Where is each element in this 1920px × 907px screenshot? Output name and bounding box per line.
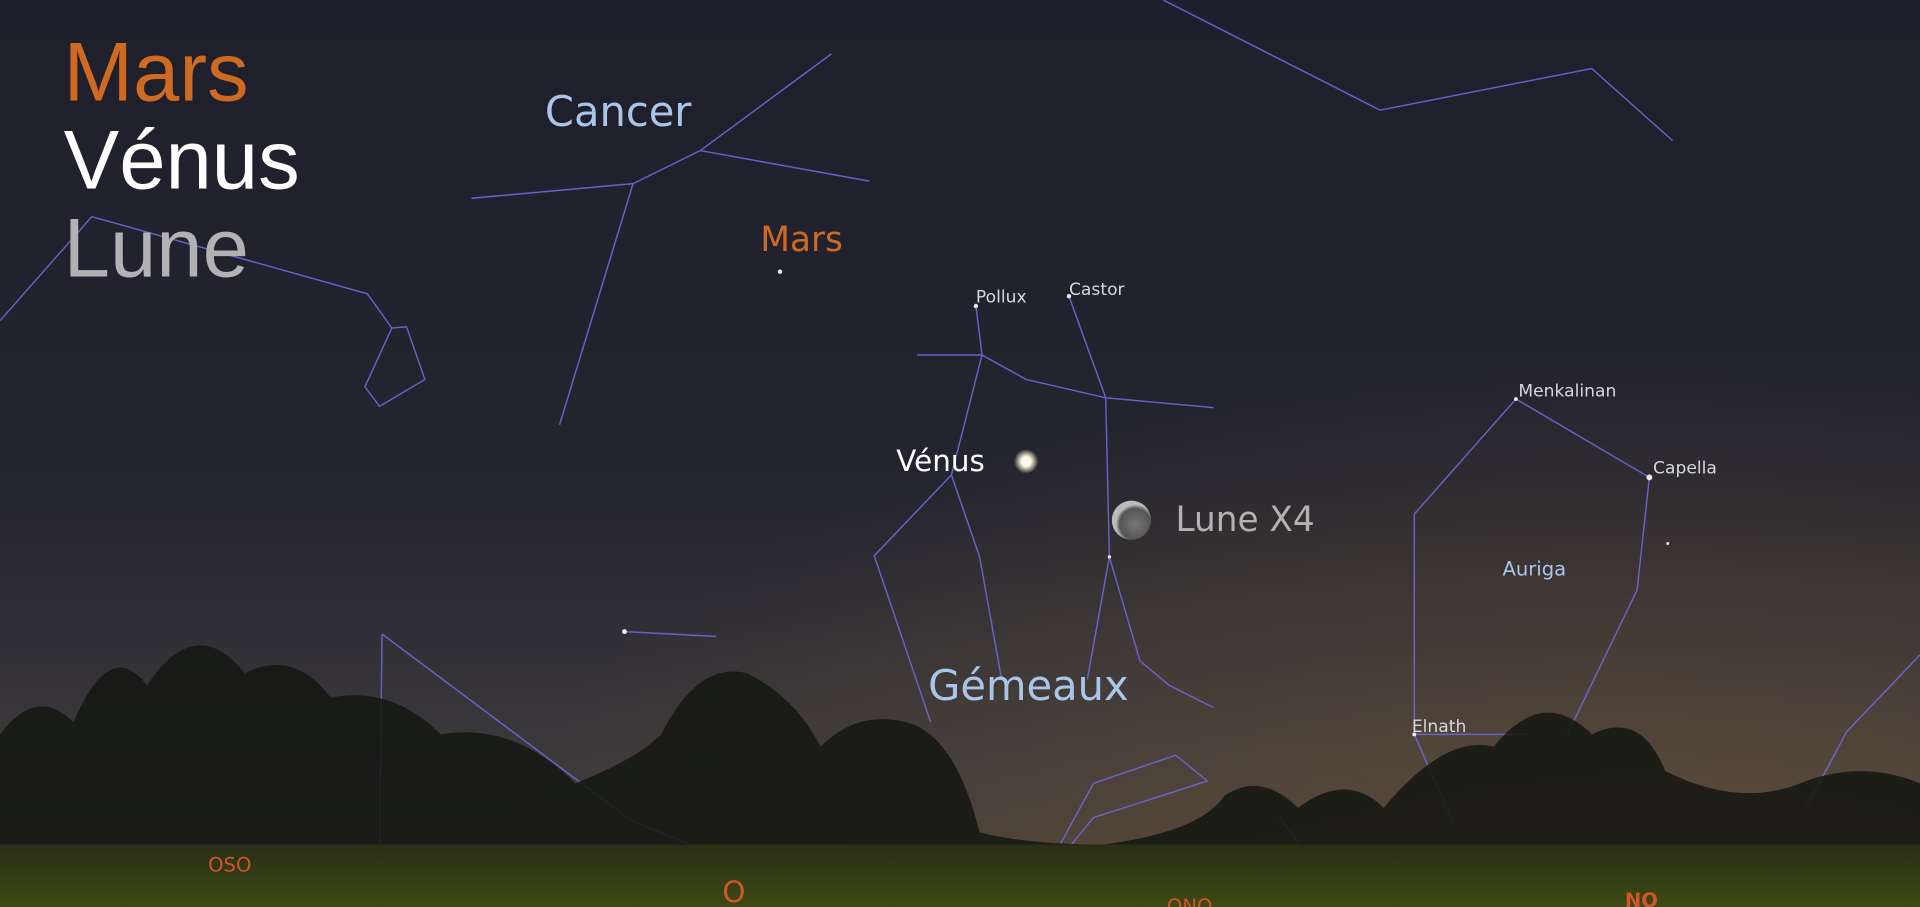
compass-label: ONO — [1167, 895, 1212, 907]
compass-label: O — [722, 875, 745, 907]
star-label: Elnath — [1412, 717, 1467, 737]
star-label: Menkalinan — [1518, 382, 1616, 402]
mars-dot — [778, 270, 782, 274]
star-label: Capella — [1653, 459, 1717, 479]
planet-label: Vénus — [896, 444, 984, 478]
star — [1646, 474, 1652, 480]
star — [622, 629, 627, 634]
star-label: Castor — [1069, 280, 1126, 300]
constellation-label: Gémeaux — [928, 661, 1129, 710]
legend-item: Vénus — [64, 114, 300, 207]
legend-item: Mars — [64, 25, 249, 118]
sky-view: Mars Vénus Lune Cancer Gémeaux Auriga Ma… — [0, 0, 1920, 907]
planet-label: Lune X4 — [1176, 500, 1315, 540]
compass-label: NO — [1625, 889, 1658, 907]
legend-item: Lune — [64, 202, 249, 295]
star — [1666, 542, 1669, 545]
constellation-label: Cancer — [545, 87, 692, 136]
planet-label: Mars — [760, 220, 843, 260]
compass-label: OSO — [208, 854, 251, 877]
venus-dot — [1014, 449, 1038, 473]
moon-disc — [1112, 501, 1151, 540]
page: {"legend":["Mars","Vénus","Lune"], "cons… — [0, 0, 1920, 907]
star — [1108, 555, 1111, 558]
star — [1514, 397, 1518, 401]
star-label: Pollux — [976, 287, 1027, 307]
constellation-label: Auriga — [1502, 557, 1566, 580]
